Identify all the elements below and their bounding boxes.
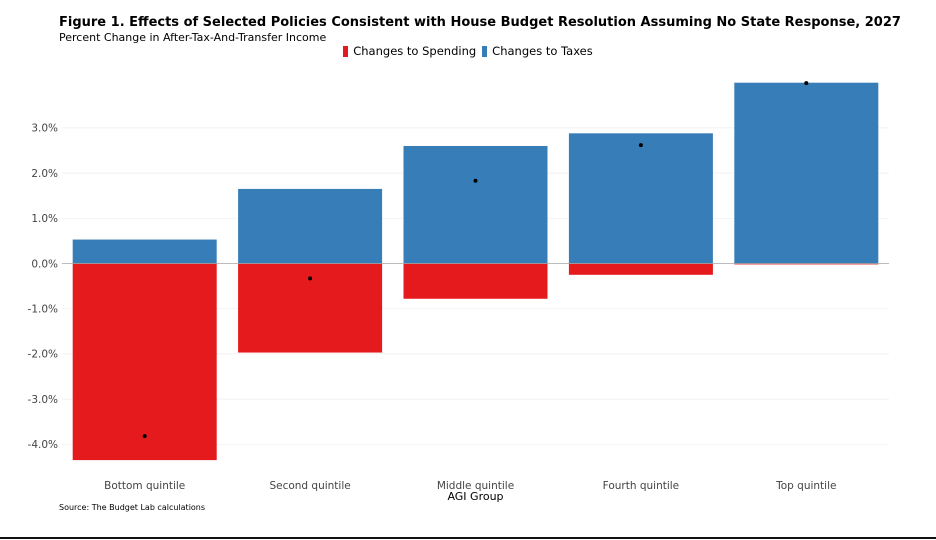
bar-spending bbox=[568, 263, 713, 275]
legend-label-spending: Changes to Spending bbox=[353, 44, 477, 58]
bar-taxes bbox=[734, 82, 879, 264]
chart-subtitle: Percent Change in After-Tax-And-Transfer… bbox=[59, 31, 327, 44]
net-point bbox=[638, 143, 643, 148]
x-tick-label: Middle quintile bbox=[437, 480, 514, 492]
bar-spending bbox=[734, 263, 879, 265]
y-tick-label: -1.0% bbox=[28, 304, 58, 316]
bottom-rule bbox=[0, 537, 936, 539]
bar-spending bbox=[403, 263, 548, 299]
bar-taxes bbox=[403, 145, 548, 264]
y-tick-label: -3.0% bbox=[28, 394, 58, 406]
x-tick-label: Bottom quintile bbox=[104, 480, 185, 492]
bar-taxes bbox=[568, 133, 713, 264]
legend-item-spending: Changes to Spending bbox=[343, 44, 476, 58]
chart-title: Figure 1. Effects of Selected Policies C… bbox=[59, 15, 901, 30]
y-tick-label: 3.0% bbox=[31, 123, 58, 135]
y-tick-label: -4.0% bbox=[28, 439, 58, 451]
bar-taxes bbox=[238, 188, 383, 264]
net-point bbox=[804, 81, 809, 86]
net-point bbox=[473, 178, 478, 183]
source-note: Source: The Budget Lab calculations bbox=[59, 503, 206, 512]
legend-label-taxes: Changes to Taxes bbox=[492, 44, 593, 58]
y-tick-label: 0.0% bbox=[31, 258, 58, 270]
legend-swatch-spending bbox=[343, 45, 349, 57]
net-point bbox=[308, 276, 313, 281]
net-point bbox=[142, 434, 147, 439]
y-tick-label: 2.0% bbox=[31, 168, 58, 180]
bar-spending bbox=[72, 263, 217, 461]
x-tick-label: Top quintile bbox=[775, 480, 836, 492]
x-tick-label: Fourth quintile bbox=[603, 480, 679, 492]
x-tick-label: Second quintile bbox=[269, 480, 350, 492]
legend-item-taxes: Changes to Taxes bbox=[482, 44, 593, 58]
bar-taxes bbox=[72, 239, 217, 264]
x-axis-title: AGI Group bbox=[447, 490, 503, 503]
legend: Changes to Spending Changes to Taxes bbox=[0, 44, 936, 58]
legend-swatch-taxes bbox=[482, 45, 488, 57]
y-tick-label: -2.0% bbox=[28, 349, 58, 361]
y-tick-label: 1.0% bbox=[31, 213, 58, 225]
